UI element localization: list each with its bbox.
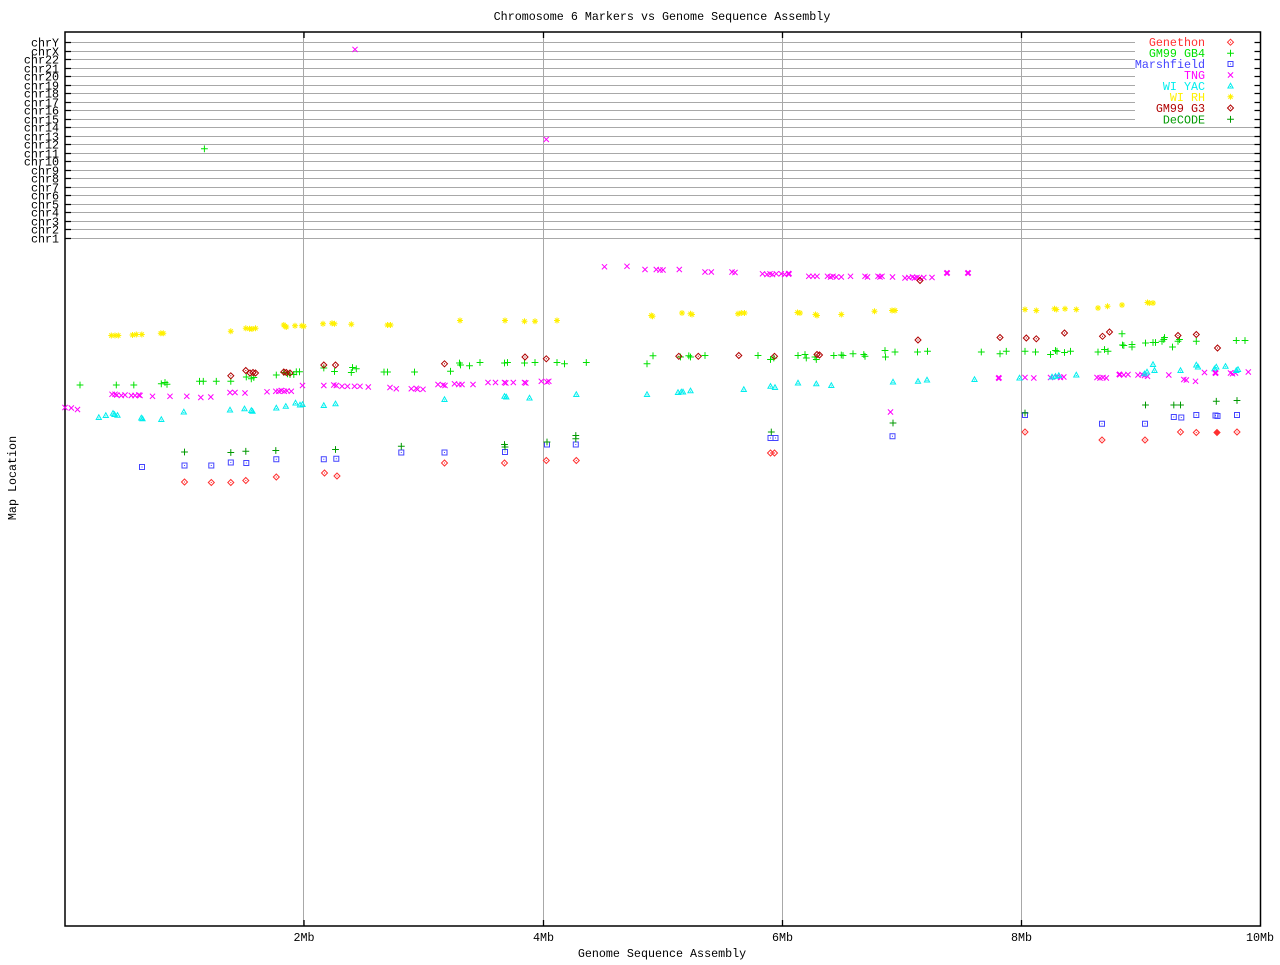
svg-text:chr7: chr7 (31, 182, 59, 196)
svg-text:Chromosome 6 Markers vs Genome: Chromosome 6 Markers vs Genome Sequence … (494, 10, 831, 24)
svg-text:chr2: chr2 (31, 224, 59, 238)
svg-text:10Mb: 10Mb (1246, 931, 1274, 945)
svg-text:chr19: chr19 (24, 80, 59, 94)
svg-text:2Mb: 2Mb (293, 931, 314, 945)
svg-text:chrY: chrY (31, 37, 59, 51)
svg-text:chr9: chr9 (31, 165, 59, 179)
svg-text:chr14: chr14 (24, 122, 59, 136)
svg-text:chr12: chr12 (24, 139, 59, 153)
svg-text:chr22: chr22 (24, 54, 59, 68)
svg-text:chr13: chr13 (24, 131, 59, 145)
svg-text:chr8: chr8 (31, 173, 59, 187)
svg-text:chr15: chr15 (24, 114, 59, 128)
svg-text:TNG: TNG (1184, 69, 1205, 83)
svg-text:chr17: chr17 (24, 97, 59, 111)
svg-text:chr10: chr10 (24, 156, 59, 170)
svg-text:WI YAC: WI YAC (1163, 80, 1205, 94)
svg-text:chrX: chrX (31, 46, 59, 60)
svg-text:chr11: chr11 (24, 148, 59, 162)
svg-text:Marshfield: Marshfield (1135, 58, 1205, 72)
svg-text:DeCODE: DeCODE (1163, 113, 1205, 127)
svg-text:GM99 GB4: GM99 GB4 (1149, 47, 1205, 61)
svg-text:Genethon: Genethon (1149, 36, 1205, 50)
svg-text:chr16: chr16 (24, 105, 59, 119)
svg-text:chr20: chr20 (24, 71, 59, 85)
svg-text:chr6: chr6 (31, 190, 59, 204)
svg-text:chr3: chr3 (31, 216, 59, 230)
svg-text:chr1: chr1 (31, 233, 59, 247)
svg-text:chr4: chr4 (31, 207, 59, 221)
svg-text:4Mb: 4Mb (533, 931, 554, 945)
svg-text:chr18: chr18 (24, 88, 59, 102)
svg-text:WI RH: WI RH (1170, 91, 1205, 105)
svg-text:6Mb: 6Mb (772, 931, 793, 945)
svg-text:chr21: chr21 (24, 63, 59, 77)
svg-text:GM99 G3: GM99 G3 (1156, 102, 1205, 116)
svg-text:Genome Sequence Assembly: Genome Sequence Assembly (578, 947, 746, 960)
svg-text:chr5: chr5 (31, 199, 59, 213)
svg-text:8Mb: 8Mb (1011, 931, 1032, 945)
svg-text:Map Location: Map Location (6, 436, 20, 520)
